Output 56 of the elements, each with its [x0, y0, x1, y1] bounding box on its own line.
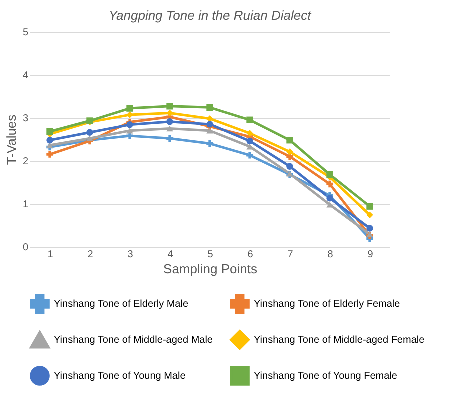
x-tick-label: 9 — [368, 250, 374, 260]
point — [126, 122, 134, 128]
x-tick-label: 1 — [48, 250, 54, 260]
x-axis-title: Sampling Points — [164, 262, 258, 276]
point — [366, 203, 374, 210]
y-tick-label: 3 — [22, 114, 29, 124]
legend-label: Yinshang Tone of Young Female — [254, 371, 398, 382]
point — [126, 112, 134, 118]
point — [86, 129, 94, 136]
point — [246, 138, 254, 145]
point — [46, 128, 54, 136]
point — [126, 128, 134, 134]
y-tick-label: 4 — [22, 70, 29, 82]
point — [286, 153, 294, 160]
point — [206, 140, 214, 148]
x-tick-label: 5 — [208, 250, 214, 260]
y-tick-label: 0 — [22, 242, 29, 254]
legend-label: Yinshang Tone of Elderly Female — [254, 299, 401, 310]
x-tick-label: 4 — [168, 250, 174, 260]
legend-label: Yinshang Tone of Middle-aged Female — [254, 335, 426, 346]
point — [246, 144, 254, 150]
y-axis-title: T-Values — [4, 114, 19, 166]
x-tick-label: 6 — [248, 250, 254, 260]
point — [326, 171, 334, 178]
y-tick-label: 1 — [22, 200, 29, 210]
point — [126, 105, 134, 112]
y-tick-label: 2 — [22, 156, 29, 168]
point — [246, 116, 254, 124]
legend-label: Yinshang Tone of Young Male — [54, 371, 186, 382]
point — [166, 103, 174, 110]
point — [246, 152, 254, 159]
point — [46, 151, 54, 158]
point — [366, 212, 374, 219]
chart-title: Yangping Tone in the Ruian Dialect — [108, 8, 313, 23]
point — [326, 195, 334, 202]
point — [286, 148, 294, 156]
y-tick-label: 5 — [22, 28, 29, 38]
x-tick-label: 2 — [88, 250, 94, 260]
point — [246, 130, 254, 137]
point — [206, 128, 214, 134]
point — [166, 118, 174, 126]
point — [326, 180, 334, 188]
point — [46, 142, 54, 148]
point — [166, 126, 174, 132]
point — [166, 110, 174, 117]
point — [206, 104, 214, 112]
legend-label: Yinshang Tone of Middle-aged Male — [54, 335, 214, 346]
point — [286, 137, 294, 144]
x-tick-label: 3 — [128, 250, 134, 260]
point — [286, 163, 294, 170]
point — [166, 135, 174, 142]
x-tick-label: 8 — [328, 250, 334, 260]
point — [46, 137, 54, 144]
x-tick-label: 7 — [288, 250, 294, 260]
legend-label: Yinshang Tone of Elderly Male — [54, 299, 189, 310]
point — [366, 225, 374, 232]
